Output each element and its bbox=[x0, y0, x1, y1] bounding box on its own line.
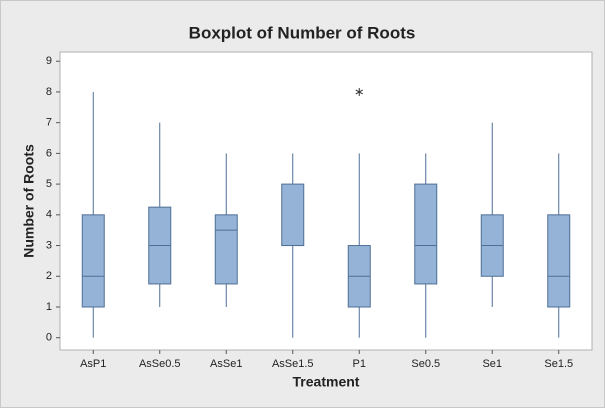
y-tick-label: 5 bbox=[46, 178, 52, 190]
y-tick-label: 8 bbox=[46, 86, 52, 98]
x-tick-label: AsP1 bbox=[80, 358, 106, 370]
y-tick-label: 9 bbox=[46, 55, 52, 67]
y-tick-label: 2 bbox=[46, 270, 52, 282]
chart-title: Boxplot of Number of Roots bbox=[189, 23, 416, 42]
box bbox=[547, 214, 571, 308]
x-tick-label: AsSe0.5 bbox=[139, 358, 181, 370]
x-tick-label: P1 bbox=[353, 358, 366, 370]
x-axis-title: Treatment bbox=[293, 374, 360, 390]
y-tick-label: 4 bbox=[46, 209, 52, 221]
x-tick-label: Se0.5 bbox=[411, 358, 440, 370]
y-axis-title: Number of Roots bbox=[21, 144, 37, 258]
x-tick-label: AsSe1.5 bbox=[272, 358, 314, 370]
x-tick-label: Se1 bbox=[482, 358, 502, 370]
y-tick-label: 3 bbox=[46, 239, 52, 251]
y-tick-label: 1 bbox=[46, 301, 52, 313]
x-tick-label: AsSe1 bbox=[210, 358, 242, 370]
box bbox=[414, 183, 438, 285]
x-tick-label: Se1.5 bbox=[544, 358, 573, 370]
box bbox=[214, 214, 238, 285]
box bbox=[81, 214, 105, 308]
y-tick-label: 7 bbox=[46, 117, 52, 129]
plot-area bbox=[59, 51, 593, 351]
outlier bbox=[355, 87, 363, 96]
y-tick-label: 0 bbox=[46, 332, 52, 344]
box bbox=[281, 183, 305, 247]
y-tick-label: 6 bbox=[46, 147, 52, 159]
